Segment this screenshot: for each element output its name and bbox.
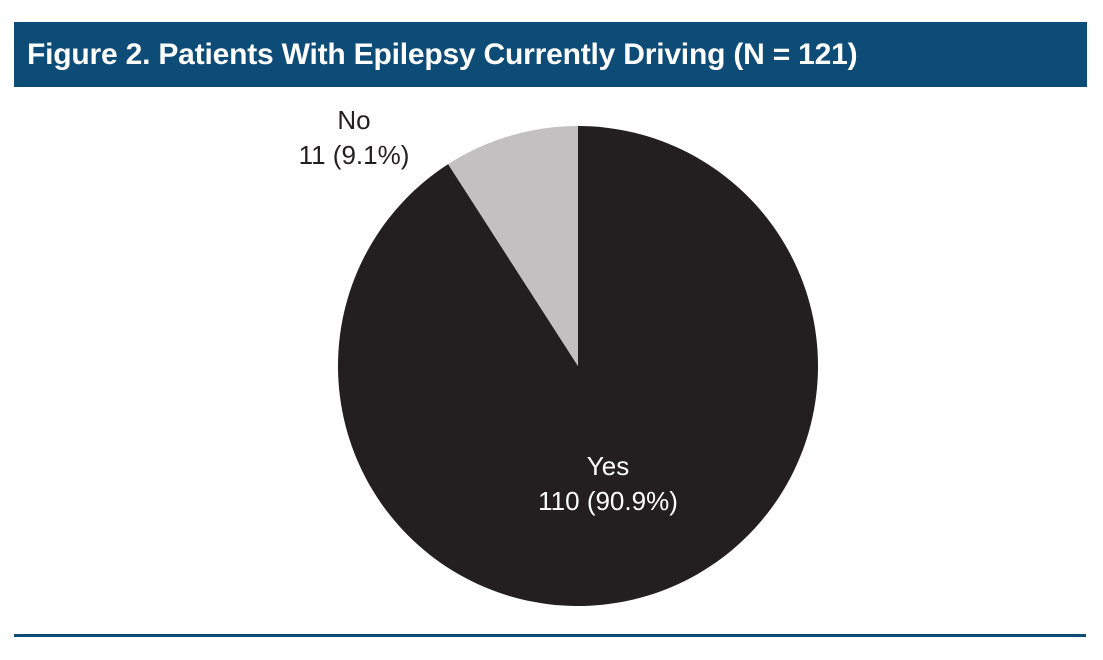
pie-chart bbox=[337, 125, 819, 607]
slice-label-yes-value: 110 (90.9%) bbox=[538, 486, 678, 516]
slice-label-no-name: No bbox=[337, 105, 371, 135]
figure-title: Figure 2. Patients With Epilepsy Current… bbox=[27, 37, 858, 71]
pie-chart-svg bbox=[337, 126, 818, 606]
slice-label-no: No 11 (9.1%) bbox=[244, 103, 464, 173]
slice-label-no-value: 11 (9.1%) bbox=[298, 140, 410, 170]
bottom-rule bbox=[14, 634, 1086, 637]
slice-label-yes-name: Yes bbox=[586, 451, 630, 481]
slice-label-yes: Yes 110 (90.9%) bbox=[498, 449, 718, 519]
figure-title-bar: Figure 2. Patients With Epilepsy Current… bbox=[14, 22, 1087, 87]
pie-slice-no bbox=[448, 126, 578, 366]
pie-slice-yes bbox=[337, 126, 818, 606]
